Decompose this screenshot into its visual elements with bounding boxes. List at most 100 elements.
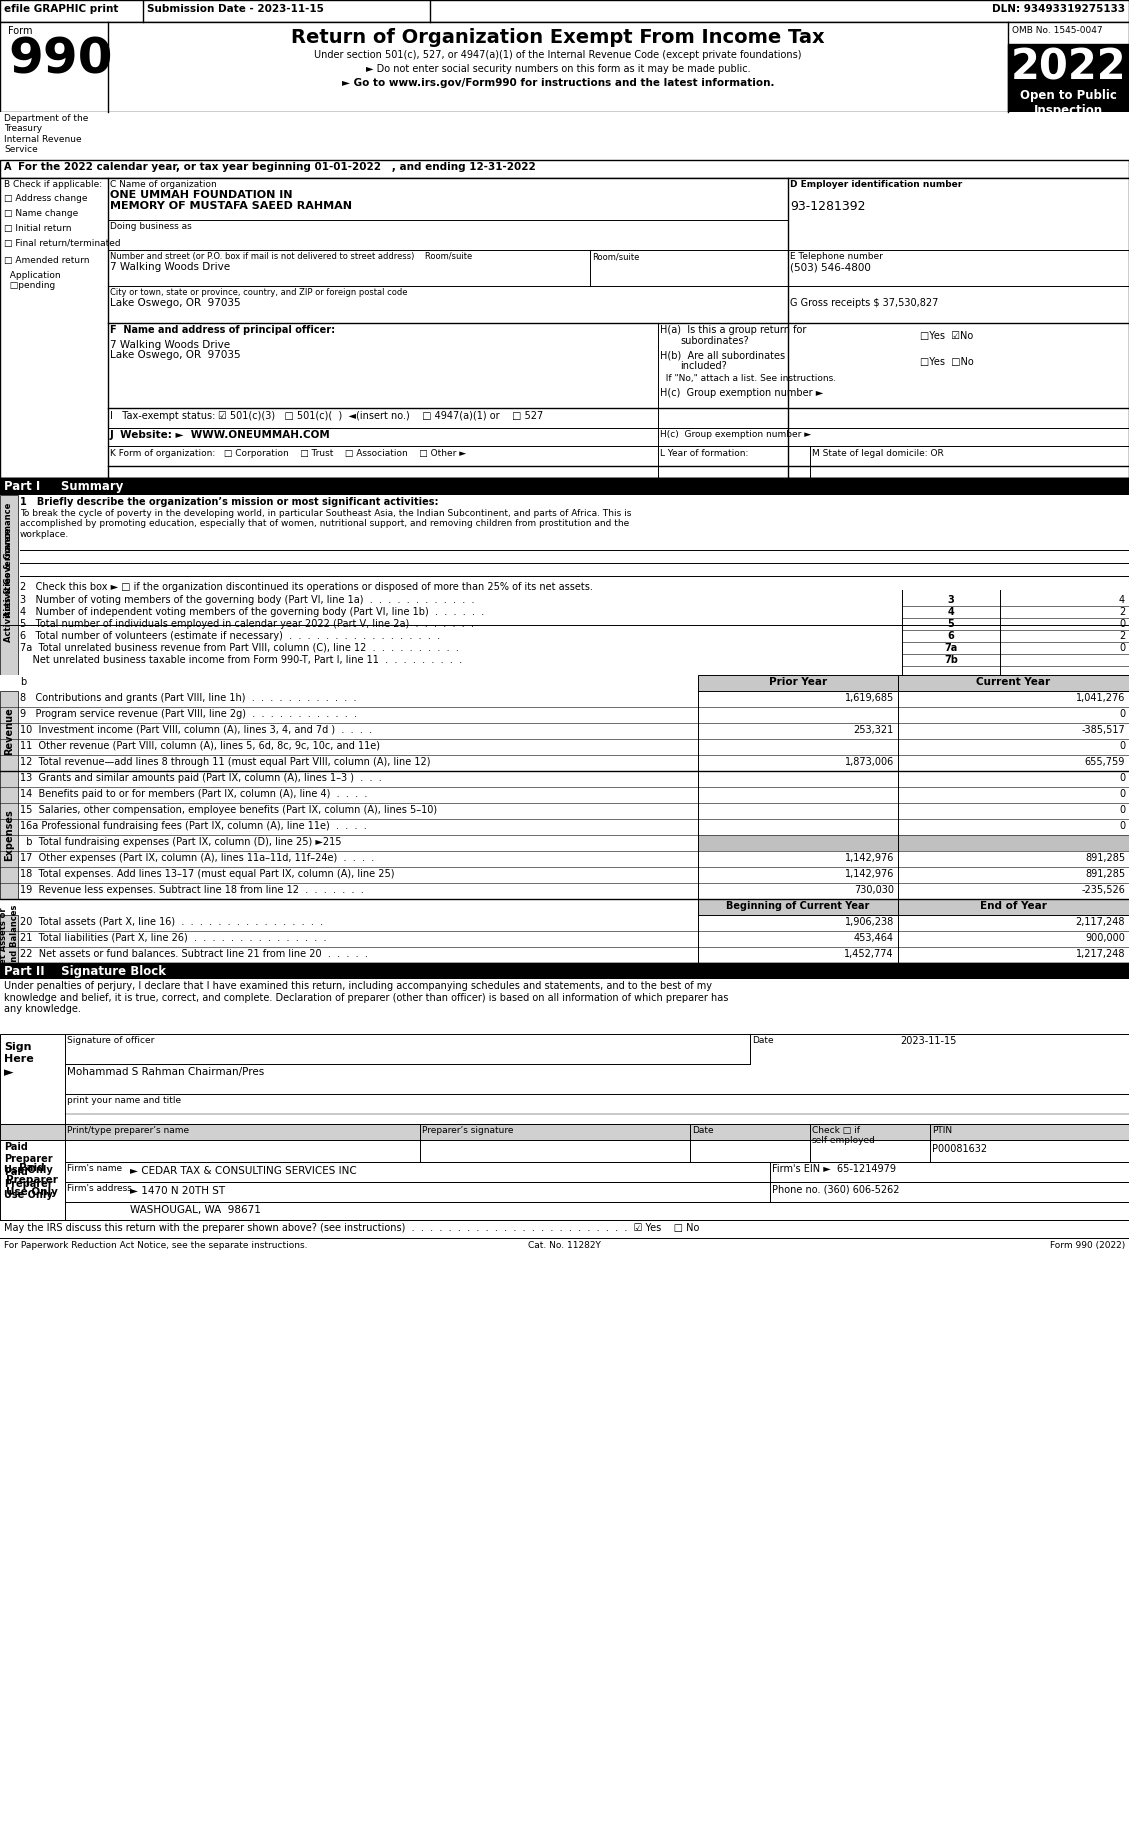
Bar	[898, 835, 1129, 850]
Text: 730,030: 730,030	[854, 885, 894, 894]
Text: 2022: 2022	[1010, 46, 1127, 89]
Text: Beginning of Current Year: Beginning of Current Year	[726, 902, 869, 911]
Text: Form 990 (2022): Form 990 (2022)	[1050, 1242, 1124, 1249]
Text: ONE UMMAH FOUNDATION IN: ONE UMMAH FOUNDATION IN	[110, 190, 292, 200]
Text: Firm's name: Firm's name	[67, 1164, 122, 1173]
Text: K Form of organization:   □ Corporation    □ Trust    □ Association    □ Other ►: K Form of organization: □ Corporation □ …	[110, 449, 466, 458]
Text: L Year of formation:: L Year of formation:	[660, 449, 749, 458]
Text: b  Total fundraising expenses (Part IX, column (D), line 25) ►215: b Total fundraising expenses (Part IX, c…	[20, 837, 341, 846]
Text: Return of Organization Exempt From Income Tax: Return of Organization Exempt From Incom…	[291, 28, 825, 46]
Text: Preparer’s signature: Preparer’s signature	[422, 1125, 514, 1135]
Text: 0: 0	[1119, 806, 1124, 815]
Text: ► CEDAR TAX & CONSULTING SERVICES INC: ► CEDAR TAX & CONSULTING SERVICES INC	[130, 1166, 357, 1175]
Text: 3: 3	[947, 595, 954, 604]
Bar	[0, 1035, 1129, 1124]
Bar	[0, 495, 1129, 675]
Text: 1,217,248: 1,217,248	[1076, 950, 1124, 959]
Text: Part I     Summary: Part I Summary	[5, 480, 123, 493]
Text: DLN: 93493319275133: DLN: 93493319275133	[992, 4, 1124, 15]
Text: □pending: □pending	[5, 281, 55, 290]
Text: 1,452,774: 1,452,774	[844, 950, 894, 959]
Bar	[0, 691, 18, 771]
Text: Signature of officer: Signature of officer	[67, 1037, 155, 1044]
Text: 4: 4	[1119, 595, 1124, 604]
Text: If "No," attach a list. See instructions.: If "No," attach a list. See instructions…	[660, 373, 837, 383]
Text: H(c)  Group exemption number ►: H(c) Group exemption number ►	[660, 388, 823, 397]
Text: Current Year: Current Year	[977, 676, 1051, 687]
Bar	[0, 771, 18, 898]
Text: 1,142,976: 1,142,976	[844, 854, 894, 863]
Text: Doing business as: Doing business as	[110, 222, 192, 231]
Text: Check □ if
self-employed: Check □ if self-employed	[812, 1125, 876, 1146]
Text: Lake Oswego, OR  97035: Lake Oswego, OR 97035	[110, 349, 240, 360]
Text: H(c)  Group exemption number ►: H(c) Group exemption number ►	[660, 431, 811, 440]
Text: D Employer identification number: D Employer identification number	[790, 179, 962, 188]
Text: 7a: 7a	[944, 643, 957, 652]
Text: Date: Date	[692, 1125, 714, 1135]
Text: included?: included?	[680, 360, 727, 371]
Text: Part II    Signature Block: Part II Signature Block	[5, 965, 166, 978]
Text: May the IRS discuss this return with the preparer shown above? (see instructions: May the IRS discuss this return with the…	[5, 1223, 699, 1233]
Text: Under penalties of perjury, I declare that I have examined this return, includin: Under penalties of perjury, I declare th…	[5, 981, 728, 1015]
Bar	[0, 22, 1129, 113]
Text: 5   Total number of individuals employed in calendar year 2022 (Part V, line 2a): 5 Total number of individuals employed i…	[20, 619, 474, 628]
Text: ► 1470 N 20TH ST: ► 1470 N 20TH ST	[130, 1186, 225, 1196]
Text: Firm's address: Firm's address	[67, 1185, 132, 1194]
Text: 21  Total liabilities (Part X, line 26)  .  .  .  .  .  .  .  .  .  .  .  .  .  : 21 Total liabilities (Part X, line 26) .…	[20, 933, 326, 942]
Text: 4   Number of independent voting members of the governing body (Part VI, line 1b: 4 Number of independent voting members o…	[20, 606, 484, 617]
Text: □ Final return/terminated: □ Final return/terminated	[5, 238, 121, 248]
Text: Firm's EIN ►  65-1214979: Firm's EIN ► 65-1214979	[772, 1164, 896, 1173]
Text: 7 Walking Woods Drive: 7 Walking Woods Drive	[110, 340, 230, 349]
Text: b: b	[20, 676, 26, 687]
Text: 1,041,276: 1,041,276	[1076, 693, 1124, 702]
Text: Revenue: Revenue	[5, 708, 14, 754]
Text: □Yes  ☑No: □Yes ☑No	[920, 331, 973, 342]
Text: 13  Grants and similar amounts paid (Part IX, column (A), lines 1–3 )  .  .  .: 13 Grants and similar amounts paid (Part…	[20, 772, 382, 784]
Text: 0: 0	[1119, 710, 1124, 719]
Text: 14  Benefits paid to or for members (Part IX, column (A), line 4)  .  .  .  .: 14 Benefits paid to or for members (Part…	[20, 789, 367, 798]
Bar	[0, 1140, 1129, 1162]
Text: 990: 990	[8, 35, 113, 83]
Text: 0: 0	[1119, 789, 1124, 798]
Text: Net unrelated business taxable income from Form 990-T, Part I, line 11  .  .  . : Net unrelated business taxable income fr…	[20, 654, 462, 665]
Text: □ Initial return: □ Initial return	[5, 224, 71, 233]
Text: 1,142,976: 1,142,976	[844, 869, 894, 880]
Text: C Name of organization: C Name of organization	[110, 179, 217, 188]
Bar	[0, 495, 1129, 625]
Text: 891,285: 891,285	[1085, 854, 1124, 863]
Text: 0: 0	[1119, 772, 1124, 784]
Text: 0: 0	[1119, 643, 1124, 652]
Text: print your name and title: print your name and title	[67, 1096, 181, 1105]
Text: 8   Contributions and grants (Part VIII, line 1h)  .  .  .  .  .  .  .  .  .  . : 8 Contributions and grants (Part VIII, l…	[20, 693, 357, 702]
Text: End of Year: End of Year	[980, 902, 1047, 911]
Text: 93-1281392: 93-1281392	[790, 200, 866, 213]
Text: 0: 0	[1119, 619, 1124, 628]
Text: 253,321: 253,321	[854, 724, 894, 736]
Text: 0: 0	[1119, 741, 1124, 750]
Text: 2: 2	[1119, 606, 1124, 617]
Text: □Yes  □No: □Yes □No	[920, 357, 973, 368]
Text: Activities & Governance: Activities & Governance	[5, 503, 14, 617]
Text: 0: 0	[1119, 821, 1124, 832]
Text: Open to Public
Inspection: Open to Public Inspection	[1021, 89, 1117, 116]
Text: Activities & Governance: Activities & Governance	[5, 529, 14, 643]
Text: 11  Other revenue (Part VIII, column (A), lines 5, 6d, 8c, 9c, 10c, and 11e): 11 Other revenue (Part VIII, column (A),…	[20, 741, 380, 750]
Text: PTIN: PTIN	[933, 1125, 952, 1135]
Text: Lake Oswego, OR  97035: Lake Oswego, OR 97035	[110, 298, 240, 309]
Bar	[1008, 44, 1129, 87]
Bar	[0, 915, 18, 965]
Text: Phone no. (360) 606-5262: Phone no. (360) 606-5262	[772, 1185, 900, 1194]
Text: OMB No. 1545-0047: OMB No. 1545-0047	[1012, 26, 1103, 35]
Text: Number and street (or P.O. box if mail is not delivered to street address)    Ro: Number and street (or P.O. box if mail i…	[110, 251, 472, 261]
Text: -235,526: -235,526	[1082, 885, 1124, 894]
Text: H(b)  Are all subordinates: H(b) Are all subordinates	[660, 351, 785, 360]
Text: For the 2022 calendar year, or tax year beginning 01-01-2022   , and ending 12-3: For the 2022 calendar year, or tax year …	[18, 163, 536, 172]
Bar	[0, 1183, 1129, 1201]
Text: ►: ►	[5, 1066, 14, 1079]
Text: 4: 4	[947, 606, 954, 617]
Bar	[0, 495, 18, 625]
Bar	[0, 963, 1129, 979]
Text: 7b: 7b	[944, 654, 957, 665]
Bar	[0, 675, 1129, 691]
Text: E Telephone number: E Telephone number	[790, 251, 883, 261]
